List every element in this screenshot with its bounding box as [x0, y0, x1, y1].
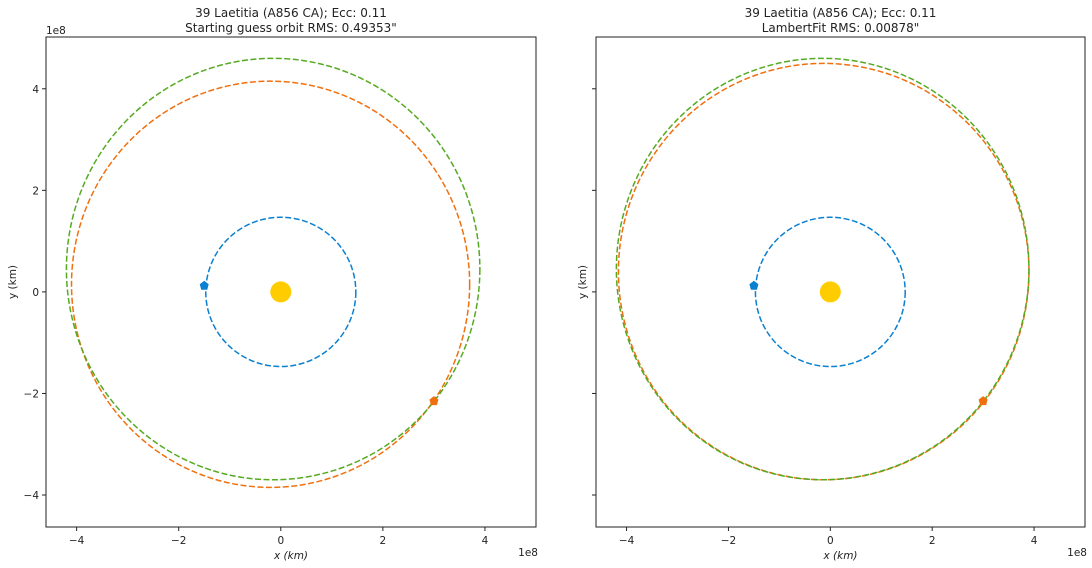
x-tick-label: −4 — [69, 535, 85, 547]
chart-title: 39 Laetitia (A856 CA); Ecc: 0.11 — [195, 6, 387, 20]
x-tick-label: −2 — [171, 535, 186, 547]
x-tick-label: −2 — [721, 535, 736, 547]
orbit-fit — [617, 62, 1030, 481]
axes-frame — [595, 36, 1086, 528]
x-offset-label: 1e8 — [1067, 547, 1087, 559]
plot-area — [615, 57, 1030, 481]
orbit-true — [615, 57, 1030, 481]
x-tick-label: 4 — [482, 535, 489, 547]
chart-subtitle: Starting guess orbit RMS: 0.49353" — [185, 21, 397, 35]
y-tick-label: −4 — [24, 490, 40, 502]
y-axis-label: y (km) — [7, 265, 19, 299]
orbit-earth — [754, 216, 906, 368]
y-tick-label: 4 — [32, 84, 39, 96]
x-tick-label: 0 — [827, 535, 834, 547]
x-axis-label: x (km) — [822, 550, 857, 562]
y-tick-label: 2 — [32, 185, 39, 197]
x-axis-label: x (km) — [273, 550, 308, 562]
sun-marker — [270, 281, 292, 303]
orbit-true — [65, 57, 481, 481]
earth-position-marker — [749, 280, 759, 290]
y-tick-label: 0 — [32, 287, 39, 299]
orbit-earth — [205, 216, 357, 368]
x-tick-label: −4 — [619, 535, 635, 547]
y-axis-label: y (km) — [577, 265, 589, 299]
x-tick-label: 4 — [1031, 535, 1038, 547]
panel-1: 39 Laetitia (A856 CA); Ecc: 0.11Starting… — [7, 6, 538, 562]
y-offset-label: 1e8 — [46, 25, 66, 37]
x-tick-label: 2 — [929, 535, 936, 547]
sun-marker — [819, 281, 841, 303]
x-offset-label: 1e8 — [518, 547, 538, 559]
asteroid-position-marker — [978, 396, 988, 406]
x-tick-label: 0 — [277, 535, 284, 547]
x-tick-label: 2 — [380, 535, 387, 547]
chart-title: 39 Laetitia (A856 CA); Ecc: 0.11 — [745, 6, 937, 20]
panel-2: 39 Laetitia (A856 CA); Ecc: 0.11LambertF… — [577, 6, 1087, 562]
asteroid-position-marker — [429, 396, 439, 406]
chart-subtitle: LambertFit RMS: 0.00878" — [762, 21, 920, 35]
plot-area — [65, 57, 481, 489]
orbit-fit — [70, 80, 471, 489]
earth-position-marker — [199, 280, 209, 290]
axes-frame — [45, 36, 537, 528]
y-tick-label: −2 — [24, 388, 39, 400]
